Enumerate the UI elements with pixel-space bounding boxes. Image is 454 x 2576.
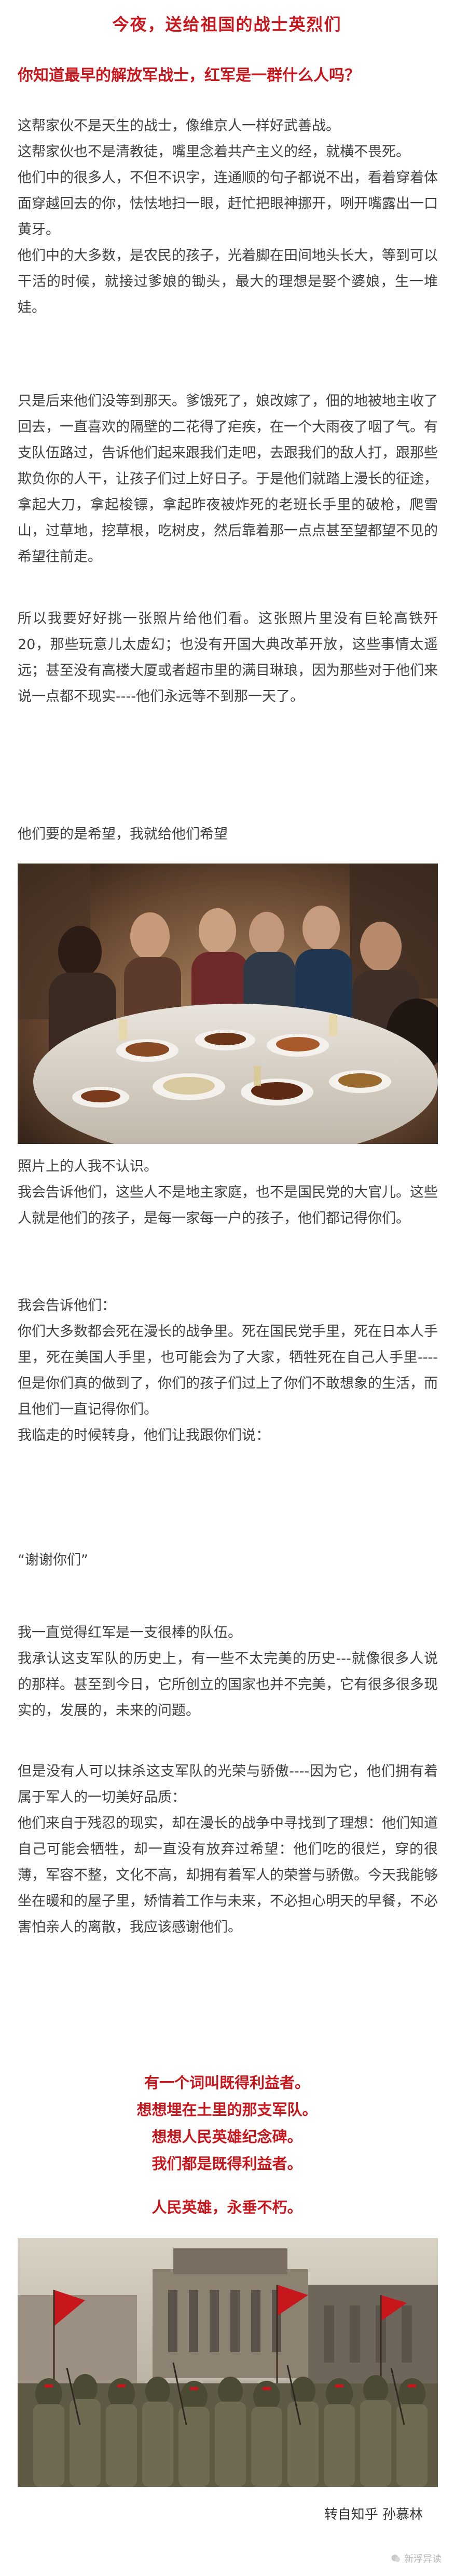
text-line: 所以我要好好挑一张照片给他们看。这张照片里没有巨轮高铁歼20，那些玩意儿太虚幻；… xyxy=(18,611,438,705)
paragraph-red-army: 我一直觉得红军是一支很棒的队伍。 我承认这支军队的历史上，有一些不太完美的历史-… xyxy=(18,1620,438,1724)
text-line: 他们要的是希望，我就给他们希望 xyxy=(18,826,228,842)
article-subtitle: 你知道最早的解放军战士，红军是一群什么人吗？ xyxy=(18,66,360,85)
text-line: 这帮家伙不是天生的战士，像维京人一样好武善战。 xyxy=(18,118,340,134)
wechat-icon xyxy=(391,2554,400,2562)
text-line: 他们中的大多数，是农民的孩子，光着脚在田间地头长大，等到可以干活的时候，就接过爹… xyxy=(18,248,438,316)
text-line: 我临走的时候转身，他们让我跟你们说： xyxy=(18,1427,270,1444)
red-line: 想想埋在土里的那支军队。 xyxy=(136,2101,318,2119)
paragraph-thanks: “谢谢你们” xyxy=(18,1547,438,1573)
text-line: 我承认这支军队的历史上，有一些不太完美的历史---就像很多人说的那样。甚至到今日… xyxy=(18,1651,438,1719)
paragraph-photo-choice: 所以我要好好挑一张照片给他们看。这张照片里没有巨轮高铁歼20，那些玩意儿太虚幻；… xyxy=(18,606,438,710)
text-line: 他们中的很多人，不但不识字，连通顺的句子都说不出，看着穿着体面穿越回去的你，怯怯… xyxy=(18,170,438,238)
watermark: 新浮异读 xyxy=(391,2552,442,2565)
paragraph-journey: 只是后来他们没等到那天。爹饿死了，娘改嫁了，佃的地被地主收了回去，一直喜欢的隔壁… xyxy=(18,388,438,570)
text-line: 你们大多数都会死在漫长的战争里。死在国民党手里，死在日本人手里，死在美国人手里，… xyxy=(18,1324,438,1418)
family-dinner-photo xyxy=(18,864,438,1144)
red-line: 有一个词叫既得利益者。 xyxy=(144,2074,310,2092)
paragraph-photo-people: 照片上的人我不认识。 我会告诉他们，这些人不是地主家庭，也不是国民党的大官儿。这… xyxy=(18,1154,438,1232)
family-dinner-image xyxy=(18,864,438,1144)
text-line: 他们来自于残忍的现实，却在漫长的战争中寻找到了理想：他们知道自己可能会牺牲，却一… xyxy=(18,1815,438,1935)
red-line: 我们都是既得利益者。 xyxy=(152,2155,302,2173)
text-line: 我一直觉得红军是一支很棒的队伍。 xyxy=(18,1625,242,1641)
text-line: “谢谢你们” xyxy=(18,1552,88,1568)
heroes-painting-image xyxy=(18,2238,438,2487)
text-line: 但是没有人可以抹杀这支军队的光荣与骄傲----因为它，他们拥有着属于军人的一切美… xyxy=(18,1763,438,1805)
paragraph-intro: 这帮家伙不是天生的战士，像维京人一样好武善战。 这帮家伙也不是清教徒，嘴里念着共… xyxy=(18,113,438,321)
heroes-painting xyxy=(18,2238,438,2487)
red-line: 想想人民英雄纪念碑。 xyxy=(152,2128,302,2146)
text-line: 只是后来他们没等到那天。爹饿死了，娘改嫁了，佃的地被地主收了回去，一直喜欢的隔壁… xyxy=(18,393,438,565)
paragraph-tell-them: 我会告诉他们： 你们大多数都会死在漫长的战争里。死在国民党手里，死在日本人手里，… xyxy=(18,1293,438,1449)
text-line: 我会告诉他们，这些人不是地主家庭，也不是国民党的大官儿。这些人就是他们的孩子，是… xyxy=(18,1184,438,1226)
text-line: 我会告诉他们： xyxy=(18,1298,116,1314)
red-statement-block: 有一个词叫既得利益者。 想想埋在土里的那支军队。 想想人民英雄纪念碑。 我们都是… xyxy=(0,2069,454,2177)
paragraph-glory: 但是没有人可以抹杀这支军队的光荣与骄傲----因为它，他们拥有着属于军人的一切美… xyxy=(18,1759,438,1940)
text-line: 照片上的人我不认识。 xyxy=(18,1158,158,1175)
watermark-text: 新浮异读 xyxy=(404,2554,442,2565)
source-credit: 转自知乎 孙慕林 xyxy=(324,2507,423,2523)
final-slogan: 人民英雄，永垂不朽。 xyxy=(152,2199,302,2216)
article-title: 今夜，送给祖国的战士英烈们 xyxy=(112,15,342,34)
text-line: 这帮家伙也不是清教徒，嘴里念着共产主义的经，就横不畏死。 xyxy=(18,144,410,160)
paragraph-hope: 他们要的是希望，我就给他们希望 xyxy=(18,821,438,847)
